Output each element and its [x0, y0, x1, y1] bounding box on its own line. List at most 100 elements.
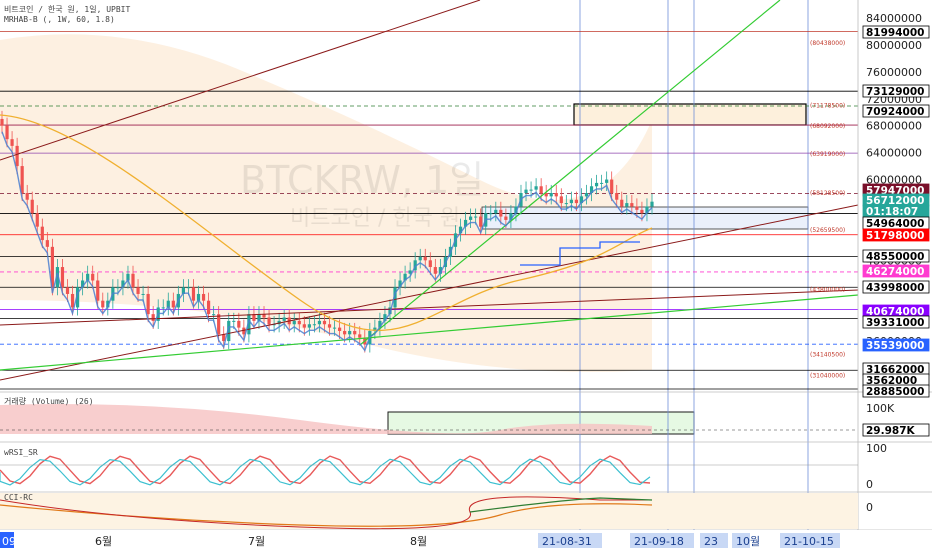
candle-body[interactable] [549, 193, 553, 197]
candle-body[interactable] [312, 324, 317, 326]
candle-body[interactable] [413, 260, 417, 271]
time-highlight[interactable] [700, 533, 728, 548]
candle-body[interactable] [504, 216, 508, 220]
candle-body[interactable] [136, 287, 140, 294]
candle-body[interactable] [126, 273, 130, 281]
candle-body[interactable] [20, 166, 24, 193]
candle-body[interactable] [30, 199, 34, 214]
candle-body[interactable] [403, 273, 407, 281]
candle-body[interactable] [232, 320, 236, 322]
candle-body[interactable] [337, 327, 342, 331]
time-highlight[interactable] [538, 533, 602, 548]
candle-body[interactable] [458, 226, 463, 234]
candle-body[interactable] [605, 179, 609, 183]
candle-body[interactable] [615, 193, 619, 200]
candle-body[interactable] [96, 280, 100, 301]
price-tag[interactable] [862, 249, 930, 263]
candle-body[interactable] [292, 320, 296, 325]
candle-body[interactable] [257, 314, 261, 321]
candle-body[interactable] [600, 182, 604, 184]
candle-body[interactable] [509, 213, 513, 220]
candle-body[interactable] [55, 267, 60, 288]
price-tag[interactable] [862, 338, 930, 352]
candle-body[interactable] [534, 186, 538, 190]
candle-body[interactable] [272, 324, 276, 326]
candle-body[interactable] [40, 226, 44, 241]
candle-body[interactable] [423, 256, 427, 261]
candle-body[interactable] [620, 199, 624, 207]
candle-body[interactable] [514, 206, 518, 214]
volume-tag[interactable] [862, 423, 930, 437]
candle-body[interactable] [564, 203, 568, 205]
candle-body[interactable] [227, 320, 231, 342]
candle-body[interactable] [353, 330, 357, 335]
candle-body[interactable] [161, 307, 165, 309]
candle-body[interactable] [10, 139, 14, 146]
candle-body[interactable] [282, 317, 286, 321]
candle-body[interactable] [151, 314, 155, 321]
candle-body[interactable] [101, 300, 105, 308]
candle-body[interactable] [650, 201, 654, 207]
candle-body[interactable] [75, 287, 80, 308]
candle-body[interactable] [544, 193, 548, 197]
candle-body[interactable] [317, 320, 322, 325]
candle-body[interactable] [60, 267, 65, 288]
candle-body[interactable] [579, 196, 584, 204]
candle-body[interactable] [322, 320, 327, 325]
candle-body[interactable] [554, 193, 558, 197]
candle-body[interactable] [86, 273, 90, 281]
candle-body[interactable] [494, 209, 498, 214]
candle-body[interactable] [267, 317, 271, 325]
candle-body[interactable] [166, 300, 170, 308]
candle-body[interactable] [479, 216, 483, 227]
price-tag[interactable] [862, 25, 930, 39]
candle-body[interactable] [393, 287, 397, 308]
candle-body[interactable] [408, 270, 412, 274]
candle-body[interactable] [489, 213, 493, 215]
candle-body[interactable] [131, 273, 135, 288]
candle-body[interactable] [181, 287, 185, 294]
candle-body[interactable] [206, 300, 211, 315]
candle-body[interactable] [307, 324, 311, 328]
candle-body[interactable] [217, 314, 221, 335]
candle-body[interactable] [70, 293, 75, 308]
candle-body[interactable] [645, 206, 649, 214]
candle-body[interactable] [539, 186, 543, 193]
candle-body[interactable] [499, 209, 503, 217]
candle-body[interactable] [373, 327, 377, 331]
candle-body[interactable] [81, 280, 85, 288]
candle-body[interactable] [574, 199, 579, 204]
time-highlight[interactable] [780, 533, 840, 548]
candle-body[interactable] [201, 293, 206, 301]
candle-body[interactable] [594, 182, 599, 187]
candle-body[interactable] [141, 293, 145, 295]
candle-body[interactable] [348, 330, 352, 335]
candle-body[interactable] [25, 193, 29, 200]
candle-body[interactable] [398, 280, 402, 288]
candle-body[interactable] [343, 330, 347, 335]
price-tag[interactable] [862, 384, 930, 398]
candle-body[interactable] [433, 267, 437, 274]
candle-body[interactable] [212, 314, 216, 316]
candle-body[interactable] [50, 246, 54, 288]
candle-body[interactable] [45, 240, 49, 247]
price-tag[interactable] [862, 104, 930, 118]
candle-body[interactable] [237, 320, 241, 328]
candle-body[interactable] [469, 216, 473, 220]
time-highlight[interactable] [630, 533, 694, 548]
candle-body[interactable] [302, 324, 306, 328]
candle-body[interactable] [438, 267, 442, 274]
price-tag[interactable] [862, 228, 930, 242]
candle-body[interactable] [5, 125, 9, 140]
candle-body[interactable] [35, 213, 39, 227]
candle-body[interactable] [186, 287, 191, 289]
candle-body[interactable] [121, 280, 125, 288]
candle-body[interactable] [222, 334, 226, 342]
candle-body[interactable] [569, 199, 573, 204]
candle-body[interactable] [191, 287, 196, 301]
candle-body[interactable] [65, 287, 70, 294]
candle-body[interactable] [584, 193, 589, 197]
candle-body[interactable] [91, 273, 95, 281]
candle-body[interactable] [332, 327, 337, 329]
price-tag[interactable] [862, 264, 930, 278]
